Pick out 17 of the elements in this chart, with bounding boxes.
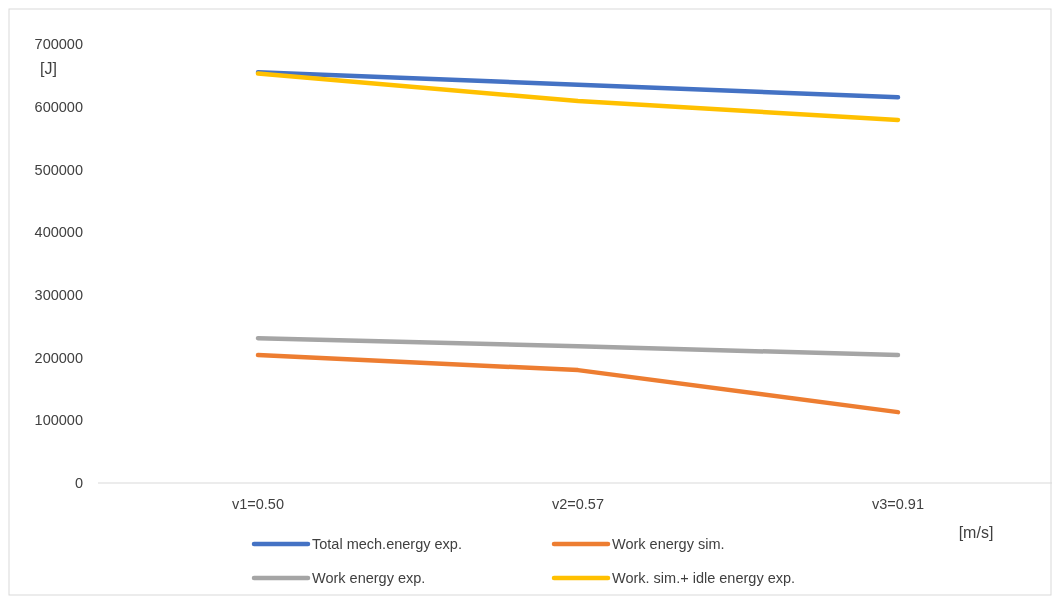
y-tick-label: 200000 [34, 349, 83, 366]
legend-label: Work. sim.+ idle energy exp. [612, 570, 796, 587]
y-tick-label: 600000 [34, 98, 83, 115]
y-tick-label: 100000 [34, 412, 83, 429]
y-tick-label: 300000 [34, 286, 83, 303]
y-tick-label: 700000 [34, 36, 83, 53]
x-axis-title: [m/s] [958, 524, 994, 541]
legend-label: Work energy sim. [612, 536, 725, 553]
y-axis-title: [J] [40, 60, 57, 77]
x-tick-label: v2=0.57 [551, 496, 605, 512]
y-tick-label: 400000 [34, 224, 83, 241]
legend-label: Total mech.energy exp. [312, 536, 462, 553]
legend-label: Work energy exp. [312, 570, 426, 587]
y-tick-label: 500000 [34, 161, 83, 178]
x-tick-label: v1=0.50 [231, 496, 285, 512]
y-tick-label: 0 [74, 475, 83, 492]
x-tick-label: v3=0.91 [871, 496, 925, 512]
